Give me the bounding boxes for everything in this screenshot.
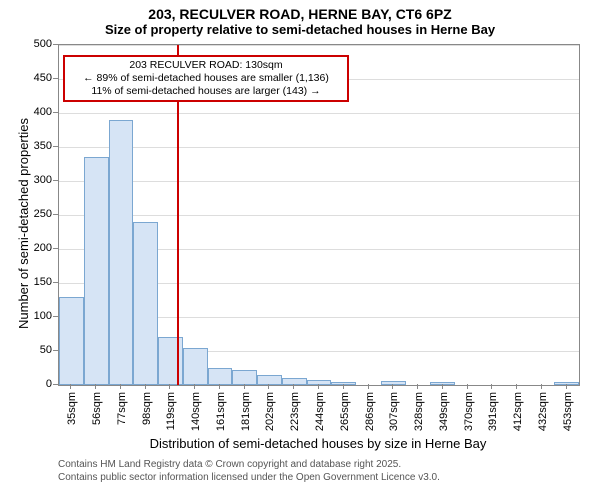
x-tick-label: 370sqm (463, 392, 475, 431)
histogram-bar (257, 375, 282, 385)
histogram-bar (554, 382, 579, 385)
annotation-line2: ← 89% of semi-detached houses are smalle… (71, 72, 341, 85)
y-tick-label: 300 (0, 174, 52, 186)
y-tick-label: 50 (0, 344, 52, 356)
y-tick-mark (53, 350, 58, 351)
annotation-line1: 203 RECULVER ROAD: 130sqm (71, 59, 341, 72)
x-tick-label: 181sqm (240, 392, 252, 431)
x-tick-mark (244, 384, 245, 389)
y-tick-mark (53, 248, 58, 249)
y-tick-label: 250 (0, 208, 52, 220)
x-tick-mark (516, 384, 517, 389)
y-tick-label: 200 (0, 242, 52, 254)
x-tick-mark (293, 384, 294, 389)
x-tick-mark (194, 384, 195, 389)
y-tick-label: 150 (0, 276, 52, 288)
x-tick-label: 244sqm (314, 392, 326, 431)
y-tick-mark (53, 214, 58, 215)
y-tick-label: 0 (0, 378, 52, 390)
y-tick-mark (53, 316, 58, 317)
credit-line-1: Contains HM Land Registry data © Crown c… (58, 458, 440, 471)
x-axis-label: Distribution of semi-detached houses by … (58, 436, 578, 451)
x-tick-mark (70, 384, 71, 389)
y-tick-mark (53, 180, 58, 181)
chart-title-line2: Size of property relative to semi-detach… (0, 22, 600, 37)
histogram-bar (208, 368, 233, 385)
gridline (59, 215, 579, 216)
x-tick-label: 286sqm (364, 392, 376, 431)
x-tick-mark (467, 384, 468, 389)
y-tick-mark (53, 146, 58, 147)
x-tick-label: 77sqm (116, 392, 128, 425)
x-tick-label: 202sqm (264, 392, 276, 431)
annotation-box: 203 RECULVER ROAD: 130sqm← 89% of semi-d… (63, 55, 349, 102)
x-tick-mark (392, 384, 393, 389)
chart-title-line1: 203, RECULVER ROAD, HERNE BAY, CT6 6PZ (0, 0, 600, 22)
x-tick-label: 432sqm (537, 392, 549, 431)
x-tick-mark (268, 384, 269, 389)
y-tick-label: 100 (0, 310, 52, 322)
y-tick-label: 450 (0, 72, 52, 84)
chart-plot-area: 203 RECULVER ROAD: 130sqm← 89% of semi-d… (58, 44, 580, 386)
x-tick-label: 349sqm (438, 392, 450, 431)
x-tick-mark (442, 384, 443, 389)
x-tick-label: 223sqm (289, 392, 301, 431)
x-tick-mark (219, 384, 220, 389)
x-tick-mark (541, 384, 542, 389)
x-tick-mark (318, 384, 319, 389)
y-tick-label: 400 (0, 106, 52, 118)
histogram-bar (232, 370, 257, 385)
histogram-bar (430, 382, 455, 385)
x-tick-mark (343, 384, 344, 389)
x-tick-label: 56sqm (91, 392, 103, 425)
y-tick-label: 350 (0, 140, 52, 152)
annotation-line3: 11% of semi-detached houses are larger (… (71, 85, 341, 98)
x-tick-mark (169, 384, 170, 389)
y-tick-label: 500 (0, 38, 52, 50)
histogram-bar (109, 120, 134, 385)
x-tick-label: 412sqm (512, 392, 524, 431)
y-tick-mark (53, 282, 58, 283)
credits-text: Contains HM Land Registry data © Crown c… (58, 458, 440, 484)
x-tick-label: 391sqm (487, 392, 499, 431)
x-tick-mark (491, 384, 492, 389)
x-tick-label: 140sqm (190, 392, 202, 431)
x-tick-label: 328sqm (413, 392, 425, 431)
x-tick-mark (566, 384, 567, 389)
histogram-bar (331, 382, 356, 385)
gridline (59, 181, 579, 182)
x-tick-mark (417, 384, 418, 389)
histogram-bar (59, 297, 84, 385)
gridline (59, 113, 579, 114)
y-tick-mark (53, 112, 58, 113)
x-tick-label: 265sqm (339, 392, 351, 431)
y-tick-mark (53, 78, 58, 79)
credit-line-2: Contains public sector information licen… (58, 471, 440, 484)
x-tick-label: 98sqm (141, 392, 153, 425)
x-tick-label: 161sqm (215, 392, 227, 431)
x-tick-mark (95, 384, 96, 389)
x-tick-mark (368, 384, 369, 389)
x-tick-label: 307sqm (388, 392, 400, 431)
x-tick-label: 453sqm (562, 392, 574, 431)
gridline (59, 45, 579, 46)
x-tick-label: 35sqm (66, 392, 78, 425)
x-tick-mark (120, 384, 121, 389)
x-tick-label: 119sqm (165, 392, 177, 430)
histogram-bar (133, 222, 158, 385)
y-tick-mark (53, 44, 58, 45)
gridline (59, 147, 579, 148)
histogram-bar (84, 157, 109, 385)
histogram-bar (183, 348, 208, 385)
x-tick-mark (145, 384, 146, 389)
y-tick-mark (53, 384, 58, 385)
